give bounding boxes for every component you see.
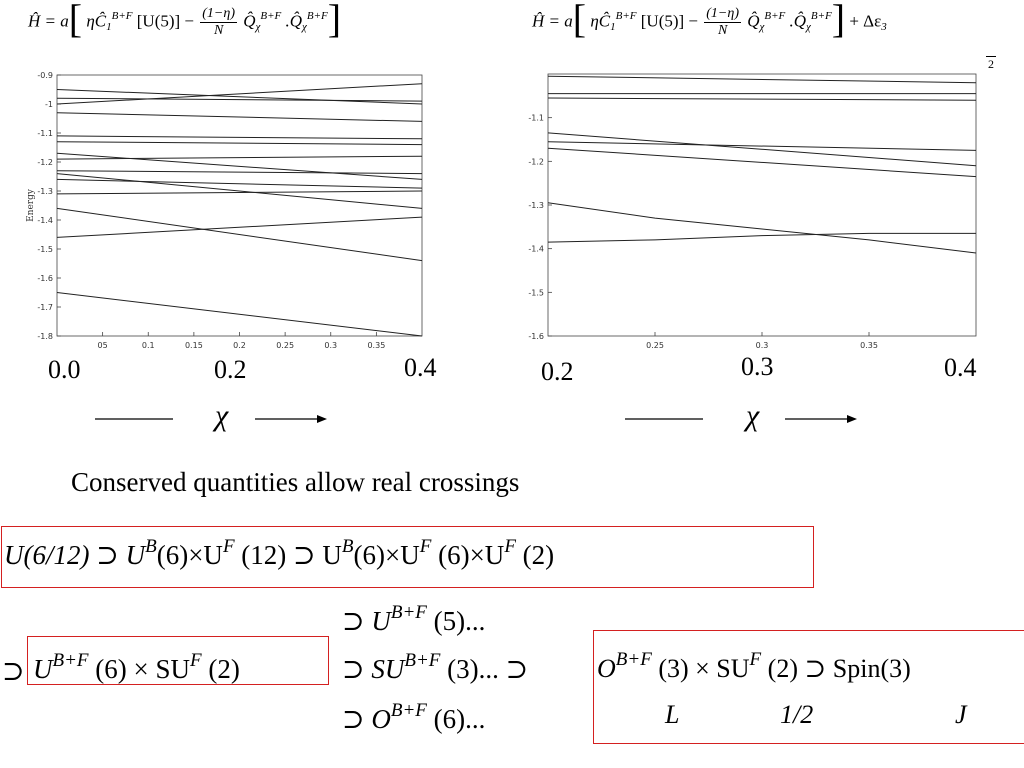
caption: Conserved quantities allow real crossing…: [71, 467, 520, 497]
y-tick-label-0-9: -1.8: [37, 332, 53, 341]
series-line-0-10: [56, 190, 423, 195]
quantum-number-l: L: [665, 700, 680, 729]
series-line-1-3: [547, 132, 977, 167]
y-tick-label-0-2: -1.1: [37, 129, 53, 138]
series-line-0-0: [56, 89, 423, 105]
series-line-0-9: [56, 178, 423, 189]
quantum-number-j: J: [955, 700, 967, 729]
x-tick-label-0-1: 0.1: [142, 341, 155, 350]
series-line-0-14: [56, 292, 423, 337]
y-tick-label-1-0: -1.1: [528, 114, 544, 123]
x-tick-label-0-2: 0.15: [185, 341, 203, 350]
series-line-1-2: [547, 97, 977, 101]
plot-frame-1: [547, 73, 977, 337]
subset-left: ⊃: [2, 656, 25, 686]
chain1: U(6/12) ⊃ UB(6)×UF (12) ⊃ UB(6)×UF (6)×U…: [4, 536, 555, 570]
chi-symbol-right: χ: [746, 399, 760, 432]
y-tick-label-1-3: -1.4: [528, 245, 544, 254]
y-tick-label-1-4: -1.5: [528, 288, 544, 297]
series-line-0-7: [56, 155, 423, 160]
formula-right-denominator: 2: [986, 56, 996, 71]
series-line-0-6: [56, 152, 423, 180]
y-tick-label-0-5: -1.4: [37, 216, 53, 225]
series-line-1-7: [547, 232, 976, 243]
series-line-0-11: [56, 173, 423, 209]
series-line-0-2: [56, 97, 423, 102]
series-line-1-4: [547, 141, 977, 151]
series-line-0-3: [56, 112, 423, 122]
y-tick-label-1-1: -1.2: [528, 157, 544, 166]
x-label-right-2: 0.4: [944, 353, 977, 382]
x-label-left-2: 0.4: [404, 353, 437, 382]
x-tick-label-0-4: 0.25: [276, 341, 294, 350]
x-tick-label-0-6: 0.35: [367, 341, 385, 350]
y-tick-label-0-4: -1.3: [37, 187, 53, 196]
y-tick-label-0-7: -1.6: [37, 274, 53, 283]
formula-left: Ĥ = a[ ηĈ1B+F [U(5)] − (1−η) N Q̂χB+F .Q̂…: [28, 0, 342, 42]
x-label-right-0: 0.2: [541, 357, 574, 386]
series-line-1-5: [547, 147, 977, 178]
y-tick-label-0-6: -1.5: [37, 245, 53, 254]
x-label-left-0: 0.0: [48, 355, 81, 384]
u6-box: [27, 636, 329, 685]
branch-mid: ⊃ SUB+F (3)... ⊃: [342, 650, 529, 684]
x-tick-label-1-2: 0.35: [860, 341, 878, 350]
y-tick-label-1-5: -1.6: [528, 332, 544, 341]
energy-chart-left: -0.9 -1 -1.1 -1.2 -1.3 -1.4 -1.5 -1.6 -1.7 -1.8 05…: [26, 71, 423, 350]
y-tick-label-0-3: -1.2: [37, 158, 53, 167]
chi-symbol-left: χ: [215, 399, 229, 432]
formula-right: Ĥ = a[ ηĈ1B+F [U(5)] − (1−η) N Q̂χB+F .Q̂…: [532, 0, 887, 42]
branch-mid-left: UB+F (6) × SUF (2): [33, 650, 240, 684]
series-line-0-13: [56, 216, 423, 238]
series-line-1-6: [547, 202, 977, 254]
y-axis-label-0: Energy: [26, 188, 36, 222]
x-tick-label-1-1: 0.3: [756, 341, 769, 350]
y-tick-label-1-2: -1.3: [528, 201, 544, 210]
x-label-right-1: 0.3: [741, 352, 774, 381]
branch-top: ⊃ UB+F (5)...: [342, 602, 486, 636]
branch-right: OB+F (3) × SUF (2) ⊃ Spin(3): [597, 649, 911, 683]
x-tick-label-0-0: 05: [98, 341, 108, 350]
y-tick-label-0-1: -1: [45, 100, 53, 109]
branch-bottom: ⊃ OB+F (6)...: [342, 700, 486, 734]
series-line-0-1: [56, 83, 423, 105]
x-tick-label-0-3: 0.2: [233, 341, 246, 350]
series-line-0-8: [56, 170, 423, 175]
o3-box: [593, 630, 1024, 744]
x-label-left-1: 0.2: [214, 355, 247, 384]
series-line-0-12: [56, 207, 423, 262]
chain1-box: [1, 526, 814, 588]
chi-arrow-right: [625, 415, 857, 423]
series-line-0-5: [56, 141, 423, 146]
x-tick-label-1-0: 0.25: [646, 341, 664, 350]
x-tick-label-0-5: 0.3: [324, 341, 337, 350]
quantum-number-half: 1/2: [780, 700, 814, 729]
chi-arrow-left: [95, 415, 327, 423]
series-line-0-4: [56, 135, 423, 140]
y-tick-label-0-8: -1.7: [37, 303, 53, 312]
y-tick-label-0-0: -0.9: [37, 71, 53, 80]
energy-chart-right: -1.1 -1.2 -1.3 -1.4 -1.5 -1.6 0.25 0.3 0.35: [528, 73, 977, 350]
series-line-1-0: [547, 75, 977, 84]
